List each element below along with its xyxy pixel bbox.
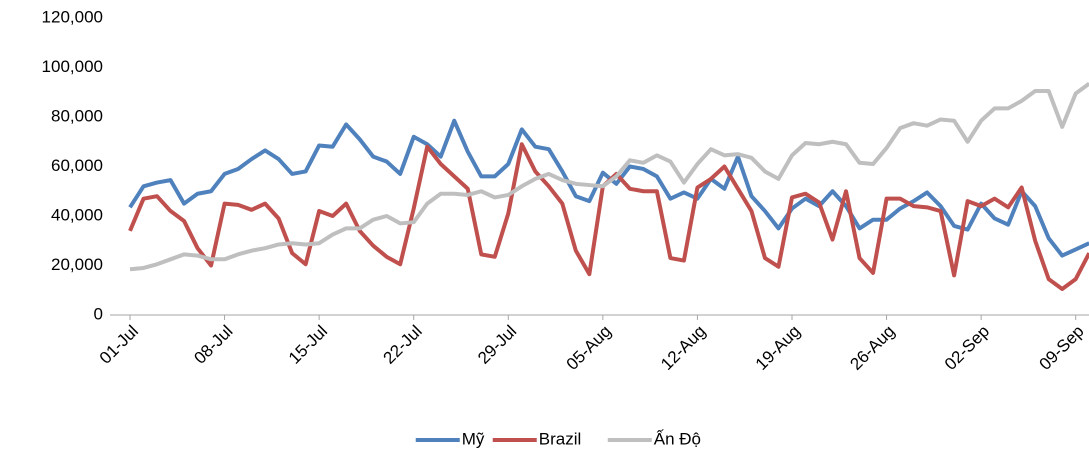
- x-tick-label: 09-Sep: [1035, 322, 1087, 374]
- y-tick-label: 0: [94, 304, 103, 323]
- x-tick-label: 01-Jul: [96, 322, 142, 368]
- plot: [128, 81, 1089, 292]
- y-tick-label: 80,000: [51, 106, 103, 125]
- x-tick-label: 29-Jul: [474, 322, 520, 368]
- legend-label: Brazil: [539, 429, 582, 448]
- x-tick-label: 08-Jul: [190, 322, 236, 368]
- x-tick-label: 26-Aug: [846, 322, 898, 374]
- legend-label: Mỹ: [462, 429, 485, 448]
- y-tick-label: 120,000: [42, 7, 103, 26]
- x-tick-label: 19-Aug: [752, 322, 804, 374]
- series-line: [128, 142, 1089, 292]
- y-tick-label: 60,000: [51, 156, 103, 175]
- y-tick-label: 20,000: [51, 255, 103, 274]
- x-tick-label: 15-Jul: [285, 322, 331, 368]
- x-tick-label: 05-Aug: [563, 322, 615, 374]
- x-tick-label: 12-Aug: [657, 322, 709, 374]
- y-tick-label: 100,000: [42, 57, 103, 76]
- y-tick-label: 40,000: [51, 205, 103, 224]
- x-tick-label: 02-Sep: [941, 322, 993, 374]
- series-line: [129, 81, 1089, 272]
- legend-label: Ấn Độ: [654, 429, 701, 448]
- x-tick-label: 22-Jul: [380, 322, 426, 368]
